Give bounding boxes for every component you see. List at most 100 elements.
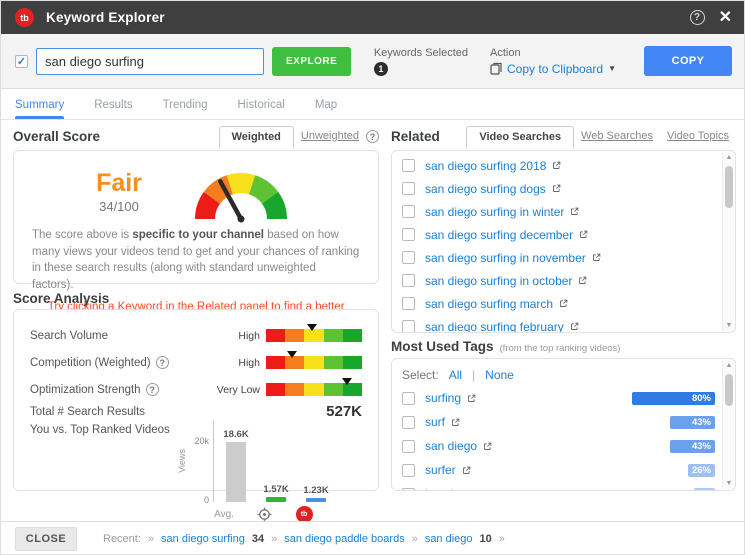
- tag-checkbox[interactable]: [402, 391, 415, 405]
- external-link-icon[interactable]: [451, 418, 460, 427]
- tag-row: san diego 43%: [402, 434, 735, 458]
- separator-icon: »: [411, 533, 418, 545]
- tags-scrollbar[interactable]: ▲ ▼: [722, 360, 734, 489]
- score-analysis-title: Score Analysis: [13, 291, 110, 306]
- chart-bar: [226, 442, 246, 502]
- external-link-icon[interactable]: [579, 230, 588, 239]
- keyword-checkbox[interactable]: [402, 320, 415, 332]
- tag-link[interactable]: san diego: [425, 439, 478, 453]
- external-link-icon[interactable]: [483, 442, 492, 451]
- separator-icon: »: [147, 533, 155, 545]
- copy-to-clipboard-dropdown[interactable]: Copy to Clipboard ▼: [490, 62, 616, 76]
- related-keyword-row: san diego surfing in winter: [402, 200, 735, 223]
- tab-trending[interactable]: Trending: [162, 99, 208, 111]
- keywords-selected-label: Keywords Selected: [373, 46, 469, 59]
- scroll-down-icon[interactable]: ▼: [725, 480, 733, 487]
- close-icon[interactable]: ✕: [718, 8, 732, 26]
- external-link-icon[interactable]: [552, 161, 561, 170]
- tag-link[interactable]: surfer: [425, 463, 456, 477]
- keyword-checkbox[interactable]: [402, 205, 415, 218]
- recent-keyword-link[interactable]: san diego surfing: [161, 533, 245, 545]
- help-icon[interactable]: ?: [145, 383, 159, 396]
- select-all-link[interactable]: All: [448, 368, 463, 382]
- score-rating: Fair: [96, 168, 142, 197]
- ytick-0: 0: [203, 495, 209, 505]
- scroll-thumb[interactable]: [725, 374, 733, 406]
- related-tab-video-searches[interactable]: Video Searches: [466, 126, 575, 149]
- related-tab-web-searches[interactable]: Web Searches: [581, 130, 654, 142]
- keyword-checkbox[interactable]: [402, 251, 415, 264]
- close-button[interactable]: CLOSE: [15, 527, 77, 551]
- keyword-link[interactable]: san diego surfing december: [425, 227, 574, 242]
- recent-keyword-link[interactable]: san diego paddle boards: [284, 533, 405, 545]
- select-none-link[interactable]: None: [485, 368, 514, 382]
- chevron-down-icon: ▼: [608, 64, 616, 73]
- external-link-icon[interactable]: [462, 466, 471, 475]
- chart-x-label: Avg.: [214, 509, 234, 520]
- external-link-icon[interactable]: [578, 276, 587, 285]
- tag-row: surfing 80%: [402, 386, 735, 410]
- most-used-tags-header: Most Used Tags (from the top ranking vid…: [391, 339, 620, 354]
- search-input[interactable]: [36, 47, 264, 75]
- external-link-icon[interactable]: [559, 299, 568, 308]
- external-link-icon[interactable]: [464, 490, 473, 491]
- external-link-icon[interactable]: [570, 207, 579, 216]
- tab-summary[interactable]: Summary: [15, 99, 65, 119]
- tag-checkbox[interactable]: [402, 463, 415, 477]
- tag-checkbox[interactable]: [402, 415, 415, 429]
- scroll-thumb[interactable]: [725, 166, 733, 208]
- tag-checkbox[interactable]: [402, 487, 415, 490]
- total-search-results-value: 527K: [326, 403, 362, 420]
- scroll-down-icon[interactable]: ▼: [725, 322, 733, 329]
- external-link-icon[interactable]: [570, 322, 579, 331]
- related-tab-video-topics[interactable]: Video Topics: [667, 130, 729, 142]
- chart-bar-value: 18.6K: [223, 429, 249, 440]
- clipboard-icon: [490, 62, 502, 75]
- chart-bar-column: 18.6K: [223, 429, 249, 502]
- keyword-link[interactable]: san diego surfing march: [425, 296, 554, 311]
- tag-link[interactable]: beach: [425, 487, 458, 490]
- analysis-level-label: High: [238, 356, 260, 369]
- external-link-icon[interactable]: [592, 253, 601, 262]
- tab-unweighted[interactable]: Unweighted: [300, 130, 359, 142]
- score-analysis-panel: Search Volume High Competition (Weighted)?…: [13, 309, 379, 523]
- keyword-checkbox[interactable]: ✓: [15, 54, 28, 68]
- keyword-link[interactable]: san diego surfing 2018: [425, 158, 547, 173]
- external-link-icon[interactable]: [552, 184, 561, 193]
- related-scrollbar[interactable]: ▲ ▼: [722, 152, 734, 331]
- related-header: Related Video Searches Web Searches Video …: [391, 126, 736, 149]
- external-link-icon[interactable]: [467, 394, 476, 403]
- tag-link[interactable]: surf: [425, 415, 446, 429]
- total-search-results-label: Total # Search Results: [30, 405, 146, 418]
- tab-weighted[interactable]: Weighted: [218, 126, 294, 149]
- scroll-up-icon[interactable]: ▲: [725, 154, 733, 161]
- keyword-link[interactable]: san diego surfing dogs: [425, 181, 546, 196]
- score-help-icon[interactable]: ?: [366, 130, 379, 143]
- tab-map[interactable]: Map: [314, 99, 338, 111]
- keyword-link[interactable]: san diego surfing in november: [425, 250, 586, 265]
- analysis-level-label: High: [238, 329, 260, 342]
- keyword-link[interactable]: san diego surfing february: [425, 319, 564, 333]
- overall-score-panel: Fair 34/100 The score above is specific …: [13, 150, 379, 325]
- tag-checkbox[interactable]: [402, 439, 415, 453]
- help-icon[interactable]: ?: [689, 10, 705, 25]
- keyword-link[interactable]: san diego surfing in october: [425, 273, 573, 288]
- keyword-checkbox[interactable]: [402, 182, 415, 195]
- tab-results[interactable]: Results: [94, 99, 133, 111]
- keyword-checkbox[interactable]: [402, 274, 415, 287]
- tag-link[interactable]: surfing: [425, 391, 462, 405]
- recent-keyword-link[interactable]: san diego: [424, 533, 473, 545]
- related-keyword-row: san diego surfing 2018: [402, 154, 735, 177]
- keyword-link[interactable]: san diego surfing in winter: [425, 204, 565, 219]
- copy-button[interactable]: COPY: [644, 46, 732, 76]
- analysis-row-label: Search Volume: [30, 329, 108, 342]
- explore-button[interactable]: EXPLORE: [272, 46, 352, 76]
- keyword-checkbox[interactable]: [402, 228, 415, 241]
- keyword-checkbox[interactable]: [402, 297, 415, 310]
- tab-historical[interactable]: Historical: [237, 99, 285, 111]
- scroll-up-icon[interactable]: ▲: [725, 362, 733, 369]
- keyword-checkbox[interactable]: [402, 159, 415, 172]
- help-icon[interactable]: ?: [155, 356, 169, 369]
- related-keyword-row: san diego surfing in november: [402, 246, 735, 269]
- recent-keyword-score: 34: [251, 533, 265, 545]
